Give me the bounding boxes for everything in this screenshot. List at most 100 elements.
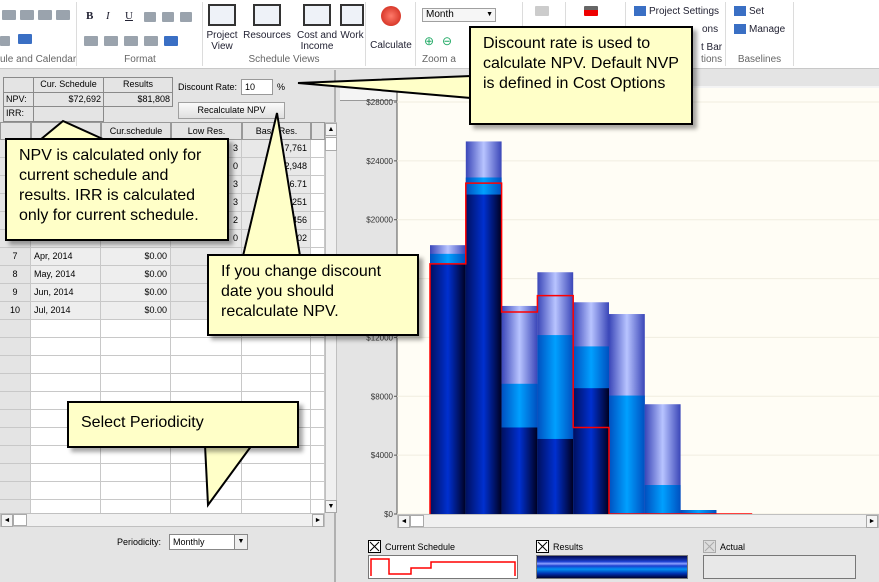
underline-button[interactable]: U: [125, 10, 133, 22]
move-left-icon[interactable]: [84, 36, 98, 46]
empty-cell[interactable]: [311, 410, 325, 428]
grid-cell[interactable]: 8: [0, 266, 31, 284]
scroll-left-icon[interactable]: ◄: [1, 514, 13, 527]
align-right-icon[interactable]: [180, 12, 192, 22]
empty-cell[interactable]: [101, 356, 171, 374]
grid-cell[interactable]: [311, 140, 325, 158]
grid-cell[interactable]: [311, 212, 325, 230]
empty-cell[interactable]: [242, 446, 311, 464]
empty-cell[interactable]: [171, 338, 242, 356]
scroll-right-icon[interactable]: ►: [312, 514, 324, 527]
empty-cell[interactable]: [0, 338, 31, 356]
outdent-icon[interactable]: [20, 10, 34, 20]
empty-cell[interactable]: [101, 374, 171, 392]
empty-cell[interactable]: [242, 338, 311, 356]
empty-cell[interactable]: [0, 320, 31, 338]
empty-cell[interactable]: [242, 464, 311, 482]
empty-cell[interactable]: [31, 320, 101, 338]
grid-cell[interactable]: 10: [0, 302, 31, 320]
empty-cell[interactable]: [31, 356, 101, 374]
bold-button[interactable]: B: [86, 10, 94, 22]
grid-cell[interactable]: [311, 230, 325, 248]
calendar-icon[interactable]: [18, 34, 32, 44]
scroll-thumb[interactable]: [13, 514, 27, 526]
empty-cell[interactable]: [0, 446, 31, 464]
empty-cell[interactable]: [171, 500, 242, 513]
align-left-icon[interactable]: [144, 12, 156, 22]
empty-cell[interactable]: [311, 338, 325, 356]
empty-cell[interactable]: [31, 482, 101, 500]
scroll-down-icon[interactable]: ▼: [325, 500, 337, 513]
empty-cell[interactable]: [101, 446, 171, 464]
picture-icon[interactable]: [164, 36, 178, 46]
expand-collapse-icon[interactable]: [535, 6, 549, 16]
empty-cell[interactable]: [31, 464, 101, 482]
grid-cell[interactable]: [311, 158, 325, 176]
grid-cell[interactable]: $0.00: [101, 302, 171, 320]
empty-cell[interactable]: [311, 464, 325, 482]
grid-cell[interactable]: $0.00: [101, 266, 171, 284]
columns-icon[interactable]: [144, 36, 158, 46]
current-schedule-checkbox[interactable]: [368, 540, 381, 553]
actual-checkbox[interactable]: [703, 540, 716, 553]
zoom-out-icon[interactable]: ⊖: [442, 34, 453, 48]
empty-cell[interactable]: [31, 446, 101, 464]
bar-button[interactable]: t Bar: [701, 42, 723, 53]
scroll-thumb[interactable]: [325, 137, 337, 151]
recalculate-npv-button[interactable]: Recalculate NPV: [178, 102, 285, 119]
manage-baseline-button[interactable]: Manage: [734, 24, 785, 35]
periodicity-select[interactable]: Monthly ▼: [169, 534, 248, 550]
align-center-icon[interactable]: [162, 12, 174, 22]
discount-rate-input[interactable]: [241, 79, 273, 95]
grid-cell[interactable]: Apr, 2014: [31, 248, 101, 266]
grid-cell[interactable]: [311, 194, 325, 212]
empty-cell[interactable]: [0, 500, 31, 513]
empty-cell[interactable]: [311, 446, 325, 464]
empty-cell[interactable]: [0, 392, 31, 410]
column-header[interactable]: [311, 122, 325, 140]
grid-cell[interactable]: May, 2014: [31, 266, 101, 284]
empty-cell[interactable]: [31, 500, 101, 513]
empty-cell[interactable]: [101, 320, 171, 338]
empty-cell[interactable]: [311, 356, 325, 374]
empty-cell[interactable]: [0, 428, 31, 446]
column-icon[interactable]: [124, 36, 138, 46]
empty-cell[interactable]: [31, 374, 101, 392]
empty-cell[interactable]: [311, 428, 325, 446]
empty-cell[interactable]: [0, 356, 31, 374]
empty-cell[interactable]: [311, 374, 325, 392]
empty-cell[interactable]: [242, 482, 311, 500]
scroll-right-icon[interactable]: ►: [866, 515, 878, 528]
work-button[interactable]: Work: [339, 4, 365, 41]
empty-cell[interactable]: [101, 482, 171, 500]
empty-cell[interactable]: [311, 500, 325, 513]
empty-cell[interactable]: [101, 338, 171, 356]
empty-cell[interactable]: [101, 464, 171, 482]
move-right-icon[interactable]: [104, 36, 118, 46]
grid-cell[interactable]: $0.00: [101, 284, 171, 302]
arrow-right-icon[interactable]: [0, 36, 10, 46]
unlink-icon[interactable]: [56, 10, 70, 20]
empty-cell[interactable]: [311, 482, 325, 500]
grid-cell[interactable]: [311, 176, 325, 194]
cost-income-button[interactable]: Cost and Income: [295, 4, 339, 52]
italic-button[interactable]: I: [106, 10, 110, 22]
empty-cell[interactable]: [242, 500, 311, 513]
empty-cell[interactable]: [171, 482, 242, 500]
empty-cell[interactable]: [242, 374, 311, 392]
empty-cell[interactable]: [0, 464, 31, 482]
empty-cell[interactable]: [101, 500, 171, 513]
resources-button[interactable]: Resources: [241, 4, 293, 41]
scroll-thumb[interactable]: [410, 515, 424, 527]
empty-cell[interactable]: [171, 374, 242, 392]
scroll-up-icon[interactable]: ▲: [325, 123, 337, 136]
indent-icon[interactable]: [2, 10, 16, 20]
empty-cell[interactable]: [31, 338, 101, 356]
options-button[interactable]: ons: [702, 24, 719, 35]
results-checkbox[interactable]: [536, 540, 549, 553]
grid-cell[interactable]: Jul, 2014: [31, 302, 101, 320]
set-baseline-button[interactable]: Set: [734, 6, 764, 17]
chevron-down-icon[interactable]: ▼: [234, 535, 247, 549]
scroll-left-icon[interactable]: ◄: [398, 515, 410, 528]
grid-cell[interactable]: Jun, 2014: [31, 284, 101, 302]
